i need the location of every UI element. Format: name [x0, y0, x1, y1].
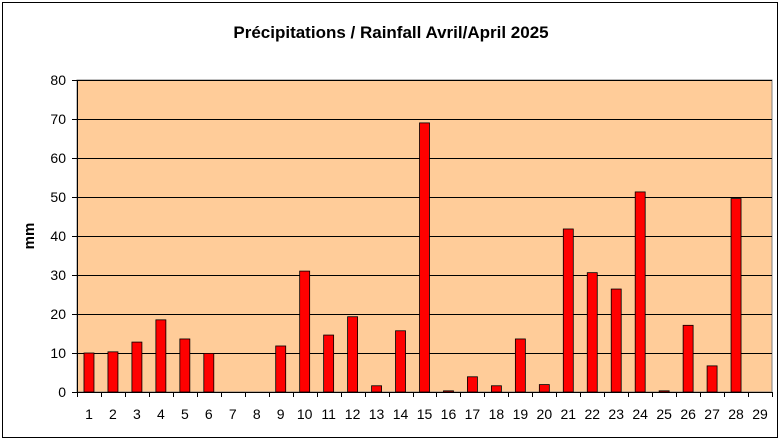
bar-day-10 — [299, 270, 311, 393]
x-tick-label: 28 — [728, 406, 744, 422]
y-tick-labels: 0 10 20 30 40 50 60 70 80 — [50, 72, 66, 400]
bar-day-24 — [634, 191, 646, 393]
bar-day-21 — [562, 228, 574, 393]
bar-day-15 — [419, 122, 430, 393]
x-tick-label: 6 — [205, 406, 213, 422]
bar-day-13 — [371, 385, 382, 393]
x-tick-label: 22 — [584, 406, 600, 422]
bar-day-11 — [323, 334, 335, 393]
y-tick-label: 40 — [50, 228, 66, 244]
bar-day-6 — [203, 352, 215, 393]
x-tick-label: 11 — [321, 406, 336, 422]
bar-day-2 — [107, 351, 119, 393]
x-tick-label: 4 — [157, 406, 165, 422]
bar-day-4 — [155, 319, 167, 393]
y-tick-label: 20 — [50, 306, 66, 322]
x-tick-label: 8 — [253, 406, 261, 422]
x-tick-label: 21 — [561, 406, 577, 422]
bar-day-12 — [347, 316, 359, 393]
x-tick-label: 24 — [632, 406, 648, 422]
chart-title: Précipitations / Rainfall Avril/April 20… — [233, 23, 548, 42]
bars — [83, 122, 742, 393]
bar-day-26 — [682, 324, 694, 393]
y-tick-label: 60 — [50, 150, 66, 166]
y-axis-label: mm — [21, 223, 38, 250]
x-tick-label: 12 — [345, 406, 361, 422]
x-tick-label: 19 — [513, 406, 529, 422]
x-tick-label: 9 — [277, 406, 285, 422]
x-tick-label: 26 — [680, 406, 696, 422]
bar-day-3 — [131, 341, 143, 393]
y-tick-label: 30 — [50, 267, 66, 283]
x-tick-label: 25 — [656, 406, 672, 422]
x-tick-labels: 1 2 3 4 5 6 7 8 9 10 11 12 13 14 15 16 17 18 19 20 21 22 23 24 2… — [85, 406, 768, 422]
x-tick-label: 5 — [181, 406, 189, 422]
x-tick-label: 3 — [133, 406, 141, 422]
bar-day-28 — [730, 198, 742, 393]
x-tick-label: 14 — [393, 406, 409, 422]
bar-day-16 — [443, 390, 454, 393]
y-tick-label: 50 — [50, 189, 66, 205]
y-tick-label: 70 — [50, 111, 66, 127]
x-tick-label: 16 — [441, 406, 457, 422]
x-tick-label: 20 — [537, 406, 553, 422]
x-tick-label: 10 — [297, 406, 313, 422]
x-tick-label: 17 — [465, 406, 481, 422]
x-tick-label: 2 — [109, 406, 117, 422]
bar-day-25 — [658, 390, 670, 393]
y-tick-label: 80 — [50, 72, 66, 88]
bar-day-5 — [179, 338, 191, 393]
axes — [72, 80, 773, 397]
bar-day-14 — [395, 330, 406, 393]
y-tick-label: 10 — [50, 345, 66, 361]
x-tick-label: 13 — [369, 406, 385, 422]
bar-day-20 — [538, 384, 550, 393]
bar-day-23 — [610, 288, 622, 393]
y-tick-label: 0 — [58, 384, 66, 400]
bar-day-19 — [514, 338, 526, 393]
x-tick-label: 29 — [752, 406, 768, 422]
x-tick-label: 15 — [417, 406, 433, 422]
bar-day-17 — [467, 376, 478, 393]
x-tick-label: 27 — [704, 406, 720, 422]
bar-day-1 — [83, 352, 95, 393]
x-tick-label: 23 — [608, 406, 624, 422]
bar-day-18 — [490, 385, 502, 393]
bar-day-9 — [275, 345, 287, 393]
x-tick-label: 7 — [229, 406, 237, 422]
x-tick-label: 18 — [489, 406, 505, 422]
bar-day-27 — [706, 365, 718, 393]
bar-day-22 — [586, 272, 598, 393]
x-tick-label: 1 — [85, 406, 93, 422]
